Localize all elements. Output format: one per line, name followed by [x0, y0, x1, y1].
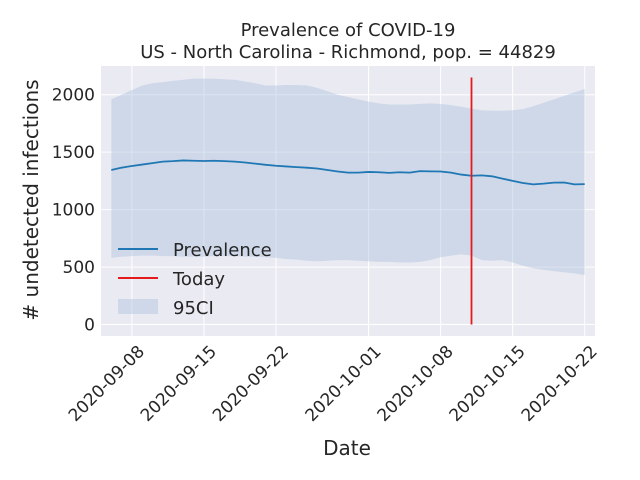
- legend-label-95ci: 95CI: [173, 298, 214, 319]
- legend: Prevalence Today 95CI: [118, 240, 272, 319]
- ci-band: [111, 78, 585, 276]
- grid-lines: [101, 66, 595, 336]
- x-tick-label: 2020-09-15: [137, 342, 221, 426]
- x-tick-label: 2020-10-22: [518, 342, 602, 426]
- x-tick-label: 2020-10-01: [302, 342, 386, 426]
- legend-swatch-95ci: [118, 299, 158, 314]
- x-tick-label: 2020-10-08: [374, 342, 458, 426]
- x-tick-label: 2020-09-22: [209, 342, 293, 426]
- x-tick-label: 2020-10-15: [446, 342, 530, 426]
- chart-subtitle: US - North Carolina - Richmond, pop. = 4…: [140, 42, 556, 63]
- series-layer: [111, 159, 585, 186]
- y-axis-label: # undetected infections: [19, 79, 43, 320]
- chart-title: Prevalence of COVID-19: [241, 20, 456, 41]
- x-axis-label: Date: [323, 436, 371, 460]
- legend-label-today: Today: [172, 269, 225, 290]
- y-tick-labels: 0 500 1000 1500 2000: [52, 86, 95, 336]
- y-tick-label: 1500: [52, 143, 95, 163]
- y-tick-label: 500: [63, 258, 95, 278]
- x-tick-label: 2020-09-08: [65, 342, 149, 426]
- y-tick-label: 0: [84, 316, 95, 336]
- series-line-prevalence: [111, 159, 585, 186]
- y-tick-label: 2000: [52, 86, 95, 106]
- ci-band-layer: [111, 78, 585, 276]
- y-tick-label: 1000: [52, 201, 95, 221]
- legend-label-prevalence: Prevalence: [173, 240, 272, 261]
